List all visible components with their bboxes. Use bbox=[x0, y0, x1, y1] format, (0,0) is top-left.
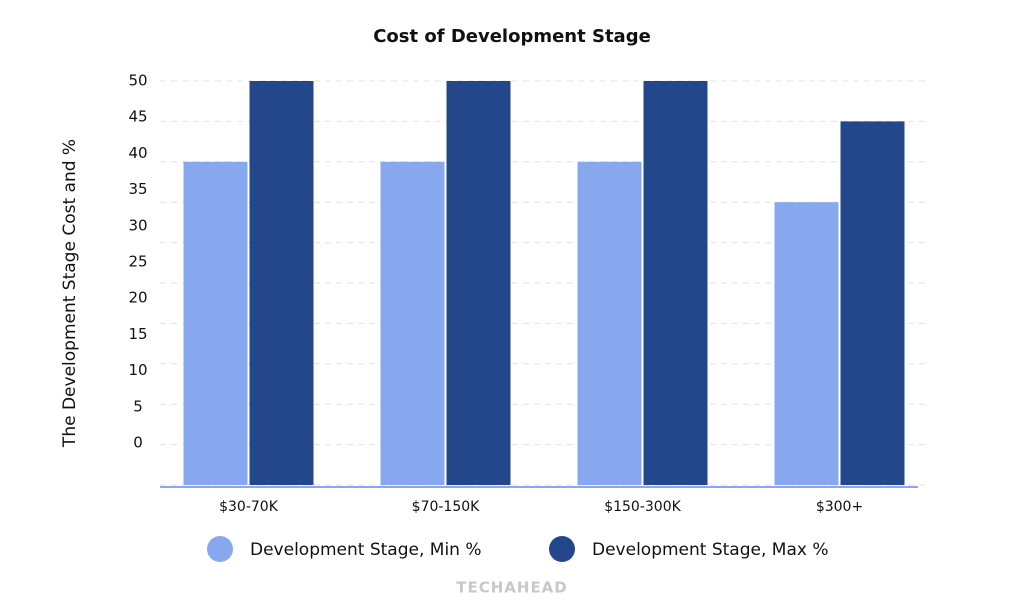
x-tick-label: $70-150K bbox=[412, 499, 480, 515]
x-tick-label: $300+ bbox=[816, 499, 863, 515]
bar bbox=[774, 202, 839, 485]
watermark: TECHAHEAD bbox=[456, 579, 568, 597]
bar bbox=[577, 161, 642, 486]
bar bbox=[183, 161, 248, 486]
bar bbox=[643, 81, 708, 485]
y-tick-label: 45 bbox=[128, 108, 147, 126]
y-tick-label: 15 bbox=[128, 325, 147, 343]
x-tick-label: $30-70K bbox=[219, 499, 279, 515]
y-tick-label: 25 bbox=[128, 253, 147, 271]
x-tick-label: $150-300K bbox=[604, 499, 681, 515]
y-tick-label: 0 bbox=[133, 434, 143, 452]
y-tick-label: 40 bbox=[128, 144, 147, 162]
legend-label: Development Stage, Max % bbox=[592, 540, 828, 560]
legend-marker bbox=[207, 536, 233, 562]
y-tick-label: 30 bbox=[128, 216, 147, 234]
legend-marker bbox=[549, 536, 575, 562]
bar bbox=[840, 121, 905, 486]
y-tick-label: 10 bbox=[128, 361, 147, 379]
y-tick-label: 20 bbox=[128, 289, 147, 307]
bar bbox=[249, 81, 314, 485]
y-tick-label: 5 bbox=[133, 397, 143, 415]
bar bbox=[446, 81, 511, 485]
bar bbox=[380, 161, 445, 486]
y-axis-label: The Development Stage Cost and % bbox=[60, 139, 80, 448]
y-tick-label: 50 bbox=[128, 72, 147, 90]
y-tick-label: 35 bbox=[128, 180, 147, 198]
chart-title: Cost of Development Stage bbox=[373, 26, 651, 47]
legend-label: Development Stage, Min % bbox=[250, 540, 482, 560]
